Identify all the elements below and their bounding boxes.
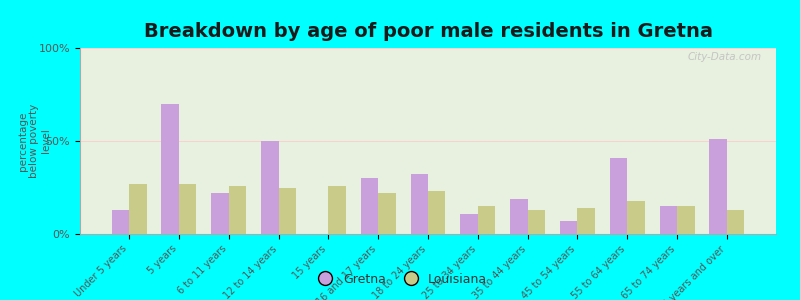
Bar <box>361 178 378 234</box>
Text: City-Data.com: City-Data.com <box>688 52 762 62</box>
Bar <box>510 199 528 234</box>
Bar <box>460 214 478 234</box>
Title: Breakdown by age of poor male residents in Gretna: Breakdown by age of poor male residents … <box>143 22 713 41</box>
Bar <box>727 210 744 234</box>
Bar <box>328 186 346 234</box>
Bar <box>261 141 278 234</box>
Bar <box>278 188 296 234</box>
Legend: Gretna, Louisiana: Gretna, Louisiana <box>308 268 492 291</box>
Bar <box>627 200 645 234</box>
Bar <box>560 221 578 234</box>
Bar <box>578 208 595 234</box>
Bar <box>660 206 677 234</box>
Y-axis label: percentage
below poverty
level: percentage below poverty level <box>18 104 51 178</box>
Bar <box>478 206 495 234</box>
Bar <box>229 186 246 234</box>
Bar <box>428 191 446 234</box>
Bar <box>710 139 727 234</box>
Bar <box>211 193 229 234</box>
Bar <box>610 158 627 234</box>
Bar <box>528 210 545 234</box>
Bar <box>162 104 179 234</box>
Bar <box>410 175 428 234</box>
Bar <box>378 193 396 234</box>
Bar <box>179 184 196 234</box>
Bar <box>677 206 694 234</box>
Bar <box>129 184 146 234</box>
Bar <box>112 210 129 234</box>
